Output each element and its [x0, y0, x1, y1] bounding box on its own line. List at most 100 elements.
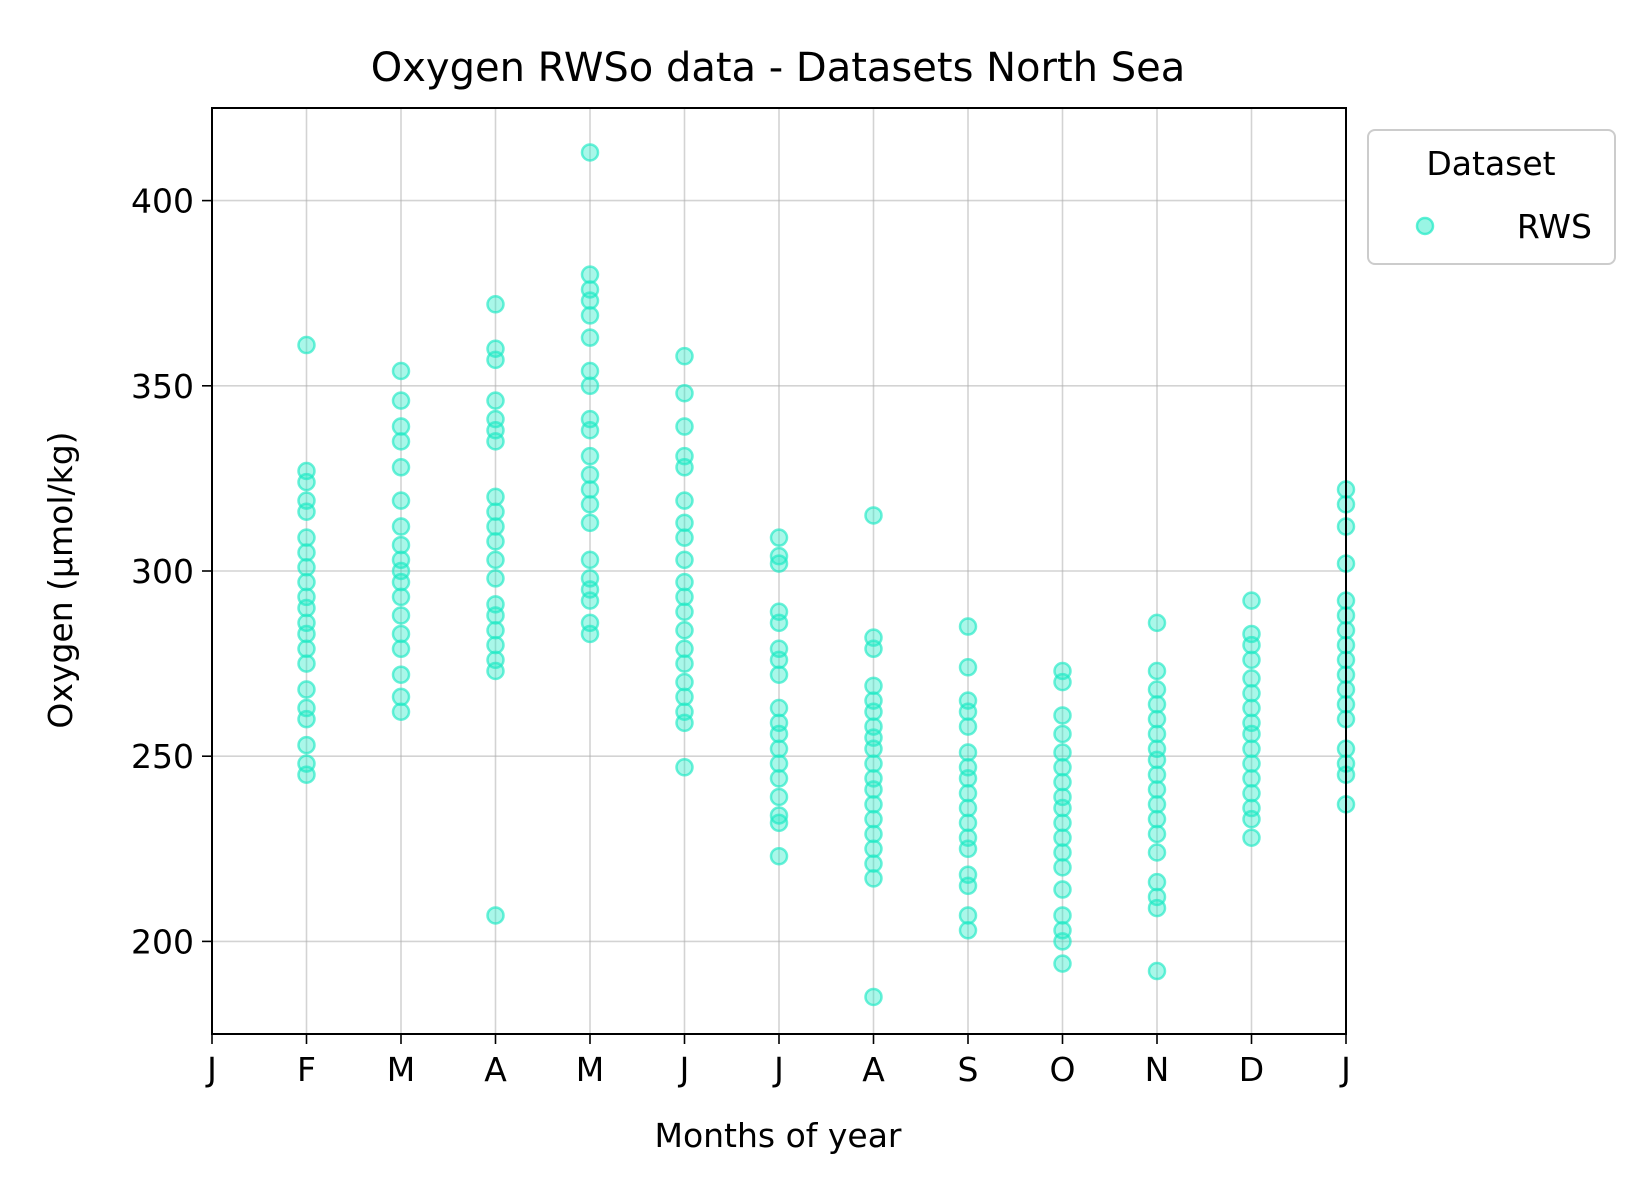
data-point [1242, 650, 1261, 670]
data-point [297, 502, 316, 521]
data-point [1053, 724, 1072, 744]
y-axis-ticks: 200 250 300 350 400 [131, 182, 212, 961]
x-axis-label: Months of year [654, 1116, 901, 1155]
data-point [1147, 898, 1167, 918]
x-tick-label: M [387, 1050, 415, 1089]
data-point [580, 446, 600, 466]
data-point [958, 839, 978, 859]
data-point [675, 458, 694, 477]
x-tick-label: N [1145, 1050, 1170, 1089]
data-point [864, 506, 883, 525]
data-point [391, 665, 411, 684]
data-point [486, 906, 505, 925]
data-point [1242, 809, 1261, 829]
x-tick-label: A [484, 1050, 507, 1089]
data-point [675, 654, 694, 673]
x-tick-label: S [958, 1050, 979, 1089]
data-point [675, 602, 694, 621]
data-point [769, 769, 789, 788]
x-tick-label: J [678, 1050, 690, 1089]
y-tick-label: 350 [131, 367, 194, 406]
data-point [297, 680, 316, 699]
data-point [1053, 954, 1072, 973]
data-point [580, 624, 600, 644]
data-point [391, 587, 411, 607]
data-point [958, 876, 978, 896]
data-point [580, 495, 600, 514]
legend-box [1367, 129, 1616, 265]
data-point [1053, 858, 1072, 877]
data-point [580, 306, 600, 325]
y-tick-label: 200 [131, 922, 194, 961]
data-point [1147, 961, 1167, 981]
data-point [675, 758, 694, 777]
legend-title: Dataset [1426, 144, 1555, 183]
legend: Dataset RWS [1367, 129, 1616, 265]
data-point [297, 709, 316, 729]
data-point [297, 335, 316, 355]
x-tick-label: D [1239, 1050, 1264, 1089]
x-tick-label: J [772, 1050, 784, 1089]
data-point [769, 846, 789, 866]
data-point [958, 617, 978, 636]
data-point [486, 569, 505, 588]
data-point [1242, 828, 1261, 847]
data-point [1053, 932, 1072, 951]
data-point [580, 420, 600, 440]
data-point [391, 391, 411, 410]
data-point [580, 328, 600, 347]
data-point [769, 528, 789, 547]
y-axis-label: Oxygen (µmol/kg) [41, 431, 80, 728]
data-point [958, 921, 978, 940]
data-point [486, 550, 505, 570]
data-point [958, 717, 978, 736]
data-point [675, 417, 694, 436]
y-tick-label: 400 [131, 182, 194, 221]
data-point [1147, 843, 1167, 862]
data-point [391, 458, 411, 477]
data-point [391, 361, 411, 381]
data-point [1147, 824, 1167, 844]
data-point [675, 383, 694, 403]
data-point [1147, 613, 1167, 633]
data-point [580, 513, 600, 533]
data-point [675, 713, 694, 733]
data-point [675, 621, 694, 640]
data-point [769, 613, 789, 633]
legend-marker-rws [1415, 216, 1435, 236]
data-point [297, 765, 316, 784]
data-point [391, 517, 411, 536]
data-point [769, 554, 789, 573]
x-tick-label: J [205, 1050, 217, 1089]
data-point [580, 143, 600, 162]
data-point [297, 735, 316, 755]
data-point [1053, 672, 1072, 692]
data-point [486, 295, 505, 314]
data-point [297, 654, 316, 673]
data-point [486, 391, 505, 410]
data-point [675, 346, 694, 366]
x-tick-label: O [1050, 1050, 1076, 1089]
data-point [580, 591, 600, 610]
data-point [1147, 661, 1167, 681]
data-point [391, 606, 411, 625]
data-point [769, 813, 789, 833]
data-point [675, 491, 694, 510]
data-point [391, 702, 411, 722]
chart-title: Oxygen RWSo data - Datasets North Sea [371, 45, 1185, 91]
y-tick-label: 250 [131, 737, 194, 776]
data-point [1053, 706, 1072, 725]
data-point [486, 532, 505, 551]
data-point [486, 661, 505, 681]
data-point [297, 472, 316, 492]
data-point [769, 665, 789, 684]
data-point [958, 658, 978, 677]
data-point [580, 550, 600, 570]
data-point [391, 639, 411, 659]
x-tick-label: J [1339, 1050, 1351, 1089]
data-point [391, 432, 411, 451]
x-tick-label: M [576, 1050, 604, 1089]
data-point [769, 787, 789, 807]
